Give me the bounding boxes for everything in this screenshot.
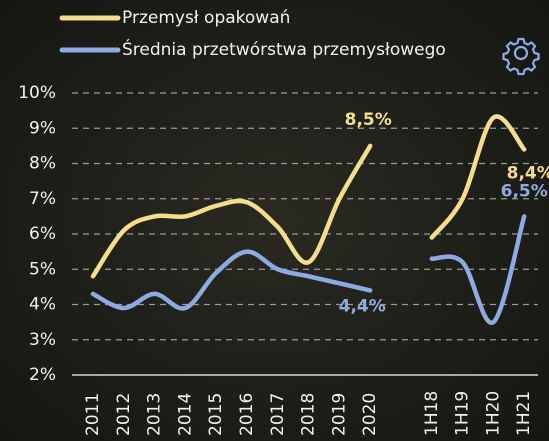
y-tick-label: 4% [29, 295, 56, 315]
y-tick-label: 9% [29, 118, 56, 138]
x-tick-label: 1H18 [422, 391, 442, 436]
x-tick-label: 2017 [268, 393, 288, 436]
x-tick-label: 2018 [299, 393, 319, 436]
x-tick-label: 2013 [145, 393, 165, 436]
legend-label: Średnia przetwórstwa przemysłowego [122, 38, 446, 60]
x-tick-label: 2016 [237, 393, 257, 436]
y-tick-label: 10% [18, 83, 56, 103]
legend-label: Przemysł opakowań [122, 8, 290, 28]
y-tick-label: 5% [29, 259, 56, 279]
y-tick-label: 7% [29, 189, 56, 209]
x-tick-label: 1H19 [453, 391, 473, 436]
x-tick-label: 2014 [175, 393, 195, 436]
y-tick-label: 8% [29, 154, 56, 174]
data-label: 8,5% [345, 110, 392, 130]
chart: 2% 3% 4% 5% 6% 7% 8% 9% 10% 2011 2012 2013 2014 2015 2… [0, 0, 549, 441]
data-label: 4,4% [339, 296, 386, 316]
x-tick-label: 2012 [114, 393, 134, 436]
x-tick-label: 2019 [329, 393, 349, 436]
y-tick-label: 6% [29, 224, 56, 244]
y-tick-label: 2% [29, 365, 56, 385]
x-tick-label: 1H20 [483, 391, 503, 436]
x-tick-label: 2011 [83, 393, 103, 436]
x-tick-label: 2015 [206, 393, 226, 436]
x-tick-label: 2020 [360, 393, 380, 436]
data-label: 6,5% [501, 181, 548, 201]
y-tick-label: 3% [29, 330, 56, 350]
x-tick-label: 1H21 [514, 391, 534, 436]
